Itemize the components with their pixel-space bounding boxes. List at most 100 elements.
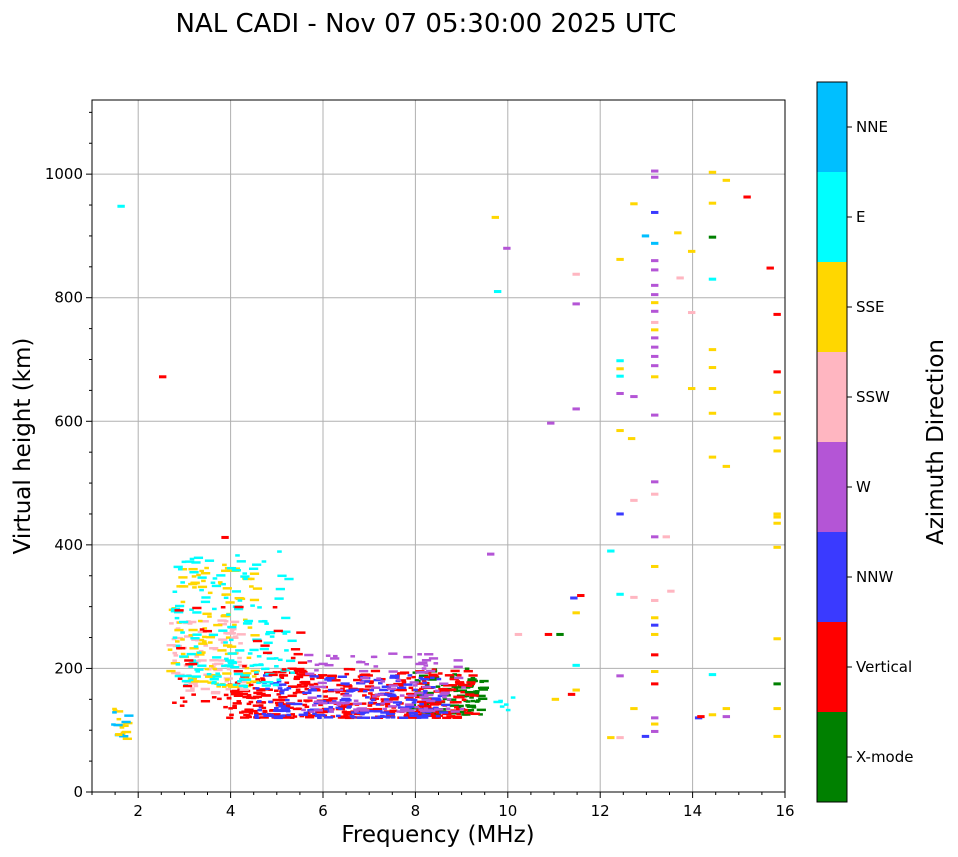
data-point	[256, 681, 261, 685]
data-point	[457, 716, 463, 719]
data-point	[182, 700, 188, 703]
data-point	[328, 688, 338, 692]
data-point	[280, 716, 291, 719]
data-point	[189, 557, 195, 561]
data-point	[773, 734, 781, 738]
data-point	[246, 681, 251, 684]
data-point	[248, 683, 254, 687]
data-point	[278, 705, 288, 708]
data-point	[419, 687, 424, 691]
data-point	[331, 679, 341, 682]
data-point	[252, 704, 262, 707]
data-point	[227, 625, 237, 629]
data-point	[280, 714, 286, 718]
data-point	[175, 663, 181, 666]
y-tick-label: 200	[54, 659, 83, 677]
data-point	[187, 622, 193, 625]
data-point	[422, 692, 427, 695]
data-point	[392, 709, 398, 713]
data-point	[616, 674, 624, 678]
data-point	[311, 704, 317, 707]
data-point	[112, 707, 117, 711]
data-point	[459, 707, 465, 711]
data-point	[246, 693, 252, 697]
data-point	[318, 703, 323, 707]
data-point	[333, 654, 338, 658]
data-point	[188, 628, 198, 632]
data-point	[342, 694, 352, 697]
data-point	[231, 569, 242, 572]
data-point	[328, 697, 338, 700]
data-point	[442, 695, 447, 699]
data-point	[344, 716, 355, 720]
data-point	[290, 656, 296, 660]
data-point	[380, 702, 391, 706]
data-point	[249, 572, 260, 575]
data-point	[325, 654, 331, 657]
data-point	[180, 581, 185, 584]
data-point	[280, 698, 286, 702]
data-point	[252, 639, 263, 643]
data-point	[205, 635, 216, 639]
data-point	[299, 714, 305, 718]
data-point	[773, 390, 781, 394]
data-point	[676, 276, 684, 280]
data-point	[299, 681, 309, 684]
data-point	[451, 685, 457, 688]
data-point	[356, 660, 366, 664]
data-point	[412, 671, 418, 674]
data-point	[651, 320, 659, 324]
data-point	[249, 577, 255, 581]
data-point	[362, 689, 368, 693]
data-point	[396, 682, 406, 686]
data-point	[227, 685, 233, 688]
data-point	[265, 631, 276, 635]
data-point	[317, 716, 322, 720]
data-point	[353, 699, 359, 703]
data-point	[174, 674, 184, 678]
data-point	[454, 676, 464, 680]
data-point	[556, 632, 564, 636]
x-tick-label: 12	[591, 802, 610, 820]
colorbar-tick-label: Vertical	[856, 658, 912, 676]
data-point	[361, 688, 371, 691]
data-point	[247, 652, 253, 655]
data-point	[457, 689, 468, 692]
data-point	[309, 685, 319, 689]
data-point	[438, 688, 448, 691]
data-point	[316, 676, 322, 679]
y-axis-ticks: 0 200 400 600 800 1000	[45, 111, 92, 801]
data-point	[247, 715, 252, 719]
data-point	[380, 702, 386, 705]
data-point	[341, 697, 351, 701]
data-point	[249, 648, 259, 652]
colorbar-segment	[817, 352, 847, 442]
data-point	[722, 178, 731, 182]
data-point	[192, 606, 202, 610]
data-point	[263, 641, 273, 645]
data-point	[203, 644, 209, 647]
data-point	[188, 634, 194, 637]
data-point	[616, 374, 624, 378]
data-point	[225, 636, 231, 639]
data-point	[409, 681, 419, 684]
data-point	[290, 648, 301, 651]
data-point	[331, 700, 337, 703]
data-point	[170, 609, 176, 613]
data-point	[380, 677, 386, 681]
data-point	[228, 638, 234, 642]
data-point	[424, 683, 430, 687]
data-point	[277, 658, 283, 662]
data-point	[292, 691, 298, 695]
colorbar-tick-label: SSW	[856, 388, 890, 406]
data-point	[122, 737, 132, 741]
data-point	[205, 675, 215, 678]
data-point	[177, 677, 183, 680]
data-point	[474, 690, 480, 693]
data-point	[216, 574, 226, 577]
data-point	[336, 701, 342, 704]
data-point	[177, 568, 183, 571]
data-point	[651, 670, 659, 674]
data-point	[630, 707, 638, 711]
data-point	[305, 711, 311, 715]
